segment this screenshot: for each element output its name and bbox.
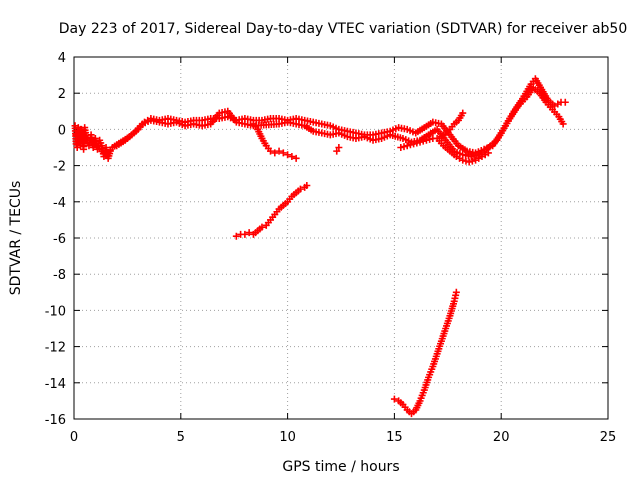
y-axis-label: SDTVAR / TECUs: [8, 181, 24, 296]
data-point: [397, 144, 405, 151]
series-mid-segment: [232, 182, 311, 240]
series-early-cluster: [71, 122, 114, 162]
x-tick-label: 25: [600, 430, 617, 445]
grid-lines: [74, 57, 608, 419]
y-tick-label: 0: [58, 123, 66, 138]
y-tick-label: -8: [53, 268, 66, 283]
data-point: [452, 288, 460, 296]
x-tick-label: 15: [386, 430, 403, 445]
data-point: [245, 229, 253, 237]
data-point: [275, 147, 283, 155]
data-point: [284, 151, 292, 159]
x-axis-label: GPS time / hours: [282, 459, 399, 475]
series-upper-band: [113, 75, 569, 161]
data-point: [333, 147, 341, 155]
series-dip-17-19: [433, 134, 492, 166]
series-drop-15-16: [397, 134, 437, 151]
data-point: [484, 149, 492, 157]
y-tick-label: 4: [58, 51, 66, 66]
y-tick-label: -14: [45, 377, 66, 392]
chart-title: Day 223 of 2017, Sidereal Day-to-day VTE…: [59, 21, 628, 37]
data-point: [462, 157, 470, 165]
axis-ticks: 0 5 10 15 20 25 -16 -14 -12 -10 -8 -6 -4 -2 0 2 4: [45, 51, 617, 445]
data-point: [403, 142, 411, 150]
series-drop-9-10: [249, 120, 300, 162]
data-point: [303, 182, 311, 190]
data-point: [468, 157, 476, 165]
data-point: [416, 138, 424, 146]
series-isolated-12: [333, 144, 343, 155]
data-point: [288, 153, 296, 161]
y-tick-label: -12: [45, 341, 66, 356]
x-tick-label: 5: [177, 430, 185, 445]
x-tick-label: 20: [493, 430, 510, 445]
data-point: [413, 139, 421, 147]
data-point: [459, 156, 467, 164]
data-point: [390, 395, 398, 403]
data-point: [241, 230, 249, 238]
x-tick-label: 10: [279, 430, 296, 445]
y-tick-label: -4: [53, 196, 66, 211]
data-point: [400, 143, 408, 151]
data-point: [279, 149, 287, 157]
data-point: [267, 147, 275, 155]
data-point: [561, 98, 569, 106]
data-point: [459, 109, 467, 117]
data-point: [271, 149, 279, 157]
data-point: [258, 223, 266, 231]
data-point: [410, 140, 418, 148]
series-rise-17-18: [437, 109, 467, 141]
data-point: [422, 136, 430, 144]
y-tick-label: 2: [58, 87, 66, 102]
series-deep-segment: [390, 288, 460, 418]
data-point: [335, 144, 343, 151]
x-tick-label: 0: [70, 430, 78, 445]
data-point: [419, 137, 427, 145]
data-point: [106, 147, 114, 155]
y-tick-label: -10: [45, 304, 66, 319]
data-point: [292, 154, 300, 162]
y-tick-label: -16: [45, 413, 66, 428]
data-point: [465, 158, 473, 166]
data-point: [296, 185, 304, 193]
y-tick-label: -2: [53, 160, 66, 175]
data-point: [426, 135, 434, 143]
y-tick-label: -6: [53, 232, 66, 247]
data-points: [71, 75, 569, 418]
data-point: [232, 232, 240, 240]
data-point: [406, 141, 414, 149]
data-point: [559, 120, 567, 128]
